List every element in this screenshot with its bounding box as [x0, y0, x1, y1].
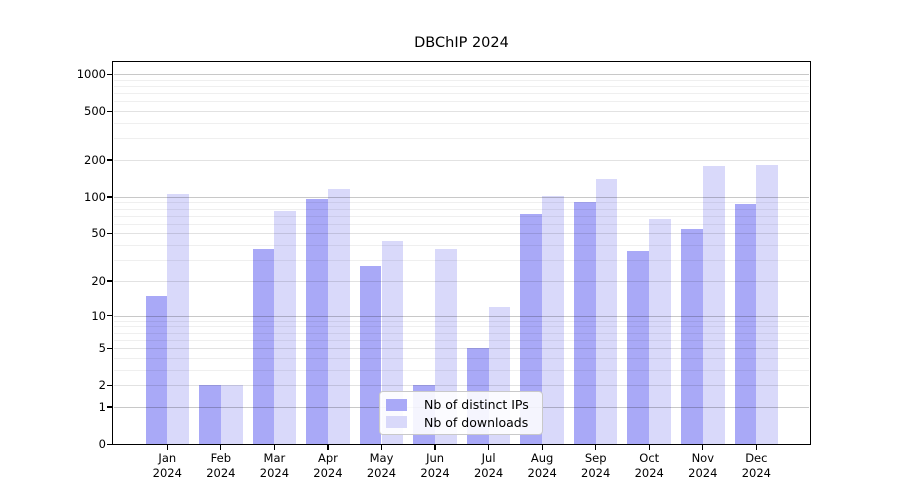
x-tick-label-feb: Feb 2024: [206, 451, 236, 480]
x-tick-label-jun: Jun 2024: [420, 451, 450, 480]
x-tick-nov: [702, 444, 704, 450]
x-tick-label-dec: Dec 2024: [741, 451, 771, 480]
y-tick-label-1000: 1000: [76, 67, 106, 81]
legend-swatch-downloads: [386, 416, 407, 429]
y-tick-label-10: 10: [91, 308, 106, 323]
x-tick-may: [380, 444, 383, 450]
x-tick-jul: [487, 444, 490, 450]
y-tick-label-200: 200: [84, 152, 106, 167]
x-tick-aug: [541, 444, 543, 450]
x-tick-jan: [166, 444, 168, 450]
x-tick-apr: [327, 444, 329, 450]
y-tick-label-20: 20: [91, 273, 106, 288]
legend-label-downloads: Nb of downloads: [424, 414, 529, 430]
x-tick-dec: [755, 444, 757, 450]
legend: Nb of distinct IPs Nb of downloads: [379, 391, 543, 435]
legend-swatch-distinct-ips: [386, 398, 407, 411]
x-tick-oct: [648, 444, 650, 450]
x-tick-label-mar: Mar 2024: [259, 451, 290, 480]
y-tick-label-5: 5: [98, 341, 106, 356]
x-tick-label-jul: Jul 2024: [473, 451, 504, 480]
x-tick-label-aug: Aug 2024: [527, 451, 557, 480]
x-tick-label-oct: Oct 2024: [634, 451, 664, 480]
y-tick-label-500: 500: [84, 104, 106, 119]
y-tick-label-1: 1: [98, 399, 106, 414]
y-tick-label-50: 50: [91, 226, 106, 241]
legend-item-downloads: Nb of downloads: [386, 414, 542, 432]
y-tick-label-2: 2: [98, 378, 106, 393]
legend-item-distinct-ips: Nb of distinct IPs: [386, 396, 542, 414]
x-tick-feb: [220, 444, 222, 450]
x-tick-label-jan: Jan 2024: [152, 451, 182, 480]
legend-label-distinct-ips: Nb of distinct IPs: [424, 397, 529, 413]
x-tick-label-may: May 2024: [366, 451, 397, 480]
x-tick-jun: [434, 444, 436, 450]
y-tick-label-0: 0: [98, 437, 106, 451]
y-tick-label-100: 100: [84, 189, 106, 204]
x-tick-mar: [273, 444, 276, 450]
x-tick-sep: [595, 444, 597, 450]
x-tick-label-sep: Sep 2024: [581, 451, 611, 480]
plot-area: [112, 61, 811, 445]
chart-title: DBChIP 2024: [414, 35, 509, 51]
x-tick-label-apr: Apr 2024: [313, 451, 343, 480]
x-tick-label-nov: Nov 2024: [688, 451, 718, 480]
